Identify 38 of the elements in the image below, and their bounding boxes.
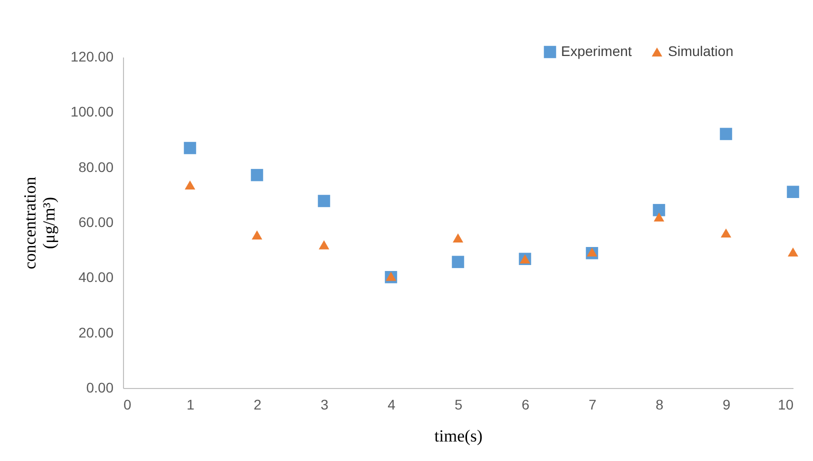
legend-label: Simulation	[668, 43, 734, 59]
x-tick-label: 6	[522, 396, 530, 412]
point	[452, 256, 464, 268]
x-tick-label: 9	[722, 396, 731, 412]
point	[720, 128, 732, 140]
y-axis-title: concentration (μg/m³)	[20, 176, 59, 270]
x-tick-label: 7	[588, 396, 597, 412]
x-tick-label: 1	[186, 396, 195, 412]
point	[786, 186, 800, 198]
y-tick-label: 20.00	[78, 324, 114, 340]
point	[184, 180, 196, 190]
legend-label: Experiment	[561, 43, 632, 59]
y-tick-label: 120.00	[70, 48, 114, 64]
point	[452, 233, 464, 242]
x-tick-label: 4	[388, 396, 396, 412]
point	[250, 168, 264, 182]
point	[252, 230, 262, 240]
x-tick-label: 0	[124, 396, 132, 412]
point	[318, 240, 330, 250]
y-tick-label: 100.00	[70, 104, 114, 120]
x-tick-label: 3	[320, 396, 329, 412]
x-tick-label: 10	[778, 396, 794, 412]
point	[652, 204, 666, 216]
x-tick-label: 2	[254, 396, 262, 412]
x-tick-label: 8	[656, 396, 664, 412]
point	[386, 272, 396, 281]
y-tick-label: 0.00	[86, 380, 114, 396]
y-tick-label: 40.00	[78, 269, 114, 286]
x-tick-label: 5	[454, 396, 463, 412]
x-axis-title: time(s)	[434, 426, 483, 446]
point	[654, 212, 664, 222]
point	[184, 142, 196, 154]
point	[318, 194, 330, 208]
y-tick-label: 60.00	[78, 214, 114, 230]
y-tick-label: 80.00	[78, 158, 114, 175]
point	[720, 228, 732, 238]
point	[788, 247, 798, 257]
point	[586, 247, 598, 257]
